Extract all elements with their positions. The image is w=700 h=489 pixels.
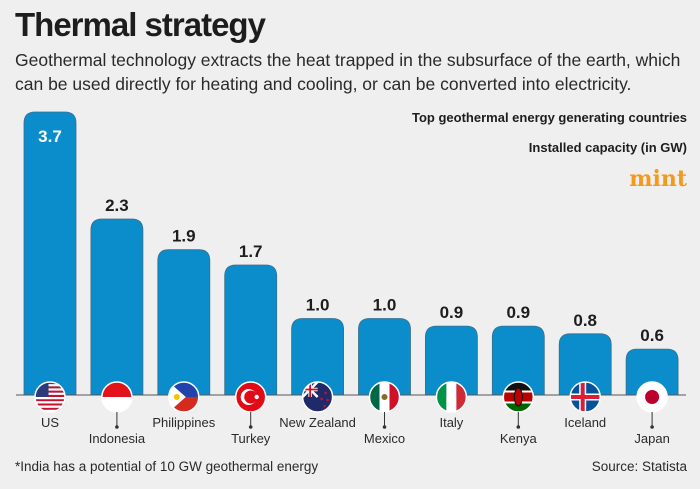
value-label: 0.8 (573, 311, 597, 330)
bar-indonesia (90, 218, 144, 396)
source: Source: Statista (591, 459, 687, 474)
leader-dot (650, 425, 654, 429)
page-title: Thermal strategy (15, 6, 266, 43)
chart-title: Top geothermal energy generating countri… (412, 110, 687, 125)
iceland-flag-icon (570, 382, 601, 412)
value-label: 0.9 (506, 303, 530, 322)
value-label: 3.7 (38, 127, 62, 146)
category-label: Iceland (564, 415, 606, 430)
philippines-flag-icon (168, 382, 199, 412)
category-label: US (41, 415, 59, 430)
leader-dot (248, 425, 253, 429)
category-label: Mexico (364, 431, 405, 446)
japan-flag-icon (637, 382, 668, 412)
category-label: Japan (634, 431, 669, 446)
bar-mexico (358, 318, 411, 396)
footnote: *India has a potential of 10 GW geotherm… (15, 459, 319, 474)
bar-new-zealand (291, 318, 344, 396)
value-label: 2.3 (105, 196, 129, 215)
bar-turkey (224, 264, 278, 396)
turkey-flag-icon (235, 382, 266, 412)
mint-logo: mint (629, 166, 687, 192)
category-label: New Zealand (279, 415, 356, 430)
italy-flag-icon (436, 382, 467, 412)
category-label: Turkey (231, 431, 271, 446)
category-label: Kenya (500, 431, 538, 446)
subtitle: Geothermal technology extracts the heat … (15, 50, 681, 94)
value-label: 1.0 (373, 296, 397, 315)
leader-dot (382, 425, 387, 429)
value-label: 0.6 (640, 326, 664, 345)
leader-dot (115, 425, 119, 429)
category-label: Philippines (152, 415, 215, 430)
kenya-flag-icon (503, 382, 534, 412)
leader-dot (516, 425, 521, 429)
category-label: Indonesia (89, 431, 146, 446)
value-label: 1.0 (306, 296, 330, 315)
bar-us (23, 111, 77, 396)
category-label: Italy (439, 415, 463, 430)
bar-japan (625, 348, 679, 396)
indonesia-flag-icon (101, 382, 132, 412)
bar-kenya (491, 325, 545, 396)
y-axis-label: Installed capacity (in GW) (528, 140, 687, 155)
bar-italy (425, 325, 478, 396)
value-label: 1.9 (172, 227, 196, 246)
value-label: 1.7 (239, 242, 263, 261)
bar-philippines (157, 249, 211, 396)
value-label: 0.9 (440, 303, 464, 322)
bar-iceland (558, 333, 612, 396)
mexico-flag-icon (369, 382, 400, 412)
